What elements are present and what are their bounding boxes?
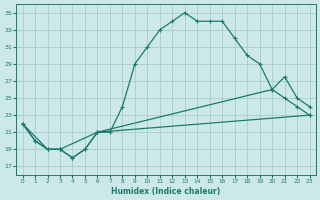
X-axis label: Humidex (Indice chaleur): Humidex (Indice chaleur): [111, 187, 221, 196]
